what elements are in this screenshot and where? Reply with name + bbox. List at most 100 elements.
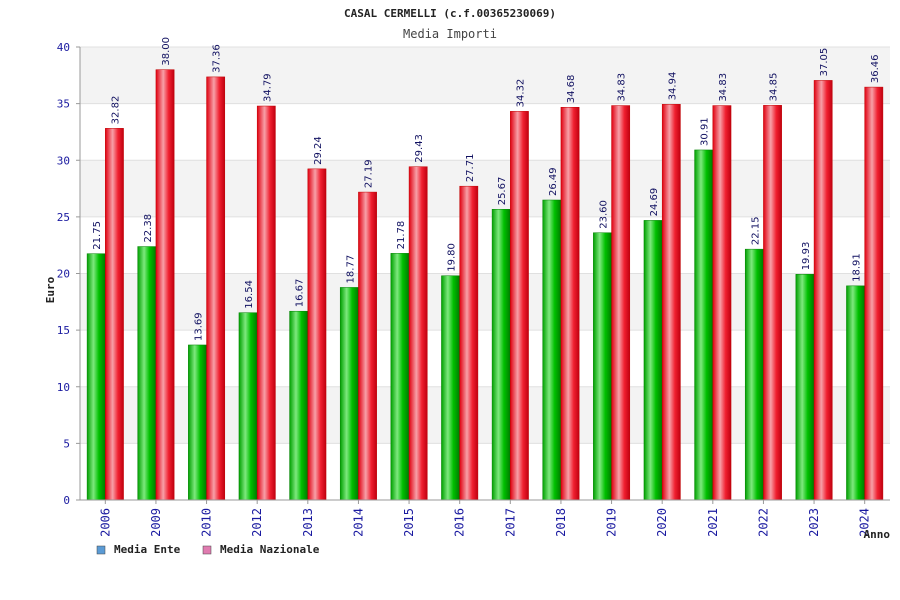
bar-media-ente (694, 149, 714, 501)
y-tick-label: 35 (57, 98, 70, 111)
value-label: 24.69 (649, 188, 660, 217)
bar-media-nazionale (155, 69, 175, 501)
bar-media-ente (238, 312, 258, 501)
bar-media-ente (339, 287, 359, 501)
x-tick-label: 2010 (200, 508, 214, 537)
bar-media-nazionale (661, 104, 681, 501)
x-axis-label: Anno (864, 528, 891, 541)
bar-media-ente (795, 274, 815, 501)
x-tick-label: 2023 (807, 508, 821, 537)
value-label: 23.60 (598, 200, 609, 229)
bar-media-nazionale (763, 105, 782, 501)
value-label: 27.71 (465, 154, 476, 183)
value-label: 34.32 (515, 79, 526, 108)
x-tick-label: 2006 (98, 508, 112, 537)
y-axis-ticks: 0 5 10 15 20 25 30 35 40 (57, 41, 80, 507)
y-axis-label: Euro (44, 276, 57, 303)
x-axis-ticks: 2006 2009 2010 2012 2013 2014 2015 2016 2017 2018… (98, 500, 872, 537)
value-label: 22.38 (143, 214, 154, 243)
x-tick-label: 2012 (250, 508, 264, 537)
value-label: 34.79 (262, 73, 273, 102)
legend: Media Ente Media Nazionale (96, 543, 320, 556)
x-tick-label: 2015 (402, 508, 416, 537)
legend-swatch-media-nazionale (202, 545, 212, 555)
value-label: 18.77 (345, 255, 356, 284)
bar-media-nazionale (206, 76, 226, 501)
legend-label-media-ente: Media Ente (114, 543, 181, 556)
y-tick-label: 25 (57, 211, 70, 224)
value-labels: 21.75 32.82 22.38 38.00 13.69 37.36 16.54 34.79… (92, 37, 881, 341)
value-label: 37.36 (212, 44, 223, 73)
value-label: 30.91 (700, 117, 711, 146)
bar-media-ente (744, 248, 764, 501)
x-tick-label: 2013 (301, 508, 315, 537)
value-label: 34.85 (769, 73, 780, 102)
bar-media-nazionale (712, 105, 732, 501)
y-tick-label: 5 (63, 437, 70, 450)
y-tick-label: 40 (57, 41, 70, 54)
bar-media-ente (289, 310, 309, 501)
value-label: 29.43 (414, 134, 425, 163)
value-label: 21.75 (92, 221, 103, 250)
bar-media-ente (542, 199, 562, 501)
value-label: 34.94 (667, 72, 678, 101)
bar-media-nazionale (105, 128, 124, 501)
y-tick-label: 15 (57, 324, 70, 337)
value-label: 13.69 (193, 312, 204, 341)
bar-media-ente (390, 253, 410, 501)
bar-media-nazionale (408, 166, 428, 501)
y-tick-label: 30 (57, 154, 70, 167)
bar-media-nazionale (307, 168, 327, 501)
bar-media-nazionale (813, 80, 833, 501)
bar-media-ente (593, 232, 612, 501)
bar-media-nazionale (358, 191, 377, 501)
x-tick-label: 2017 (503, 508, 517, 537)
bar-media-ente (441, 275, 460, 501)
legend-label-media-nazionale: Media Nazionale (220, 543, 320, 556)
y-tick-label: 10 (57, 381, 70, 394)
bars (86, 69, 884, 501)
x-tick-label: 2009 (149, 508, 163, 537)
bar-media-ente (188, 344, 207, 501)
chart-title: CASAL CERMELLI (c.f.00365230069) (344, 7, 556, 20)
value-label: 27.19 (364, 159, 375, 188)
value-label: 19.93 (801, 242, 812, 271)
legend-swatch-media-ente (96, 545, 106, 555)
value-label: 16.54 (244, 280, 255, 309)
value-label: 34.83 (718, 73, 729, 102)
value-label: 22.15 (750, 217, 761, 246)
value-label: 32.82 (110, 96, 121, 125)
value-label: 26.49 (548, 167, 559, 196)
bar-media-nazionale (611, 105, 631, 501)
bar-media-ente (846, 285, 865, 501)
x-tick-label: 2014 (351, 508, 365, 537)
value-label: 16.67 (295, 279, 306, 308)
value-label: 29.24 (313, 136, 324, 165)
x-tick-label: 2021 (706, 508, 720, 537)
bar-media-ente (137, 246, 157, 501)
y-tick-label: 20 (57, 268, 70, 281)
bar-media-nazionale (459, 185, 479, 501)
value-label: 34.83 (617, 73, 628, 102)
y-tick-label: 0 (63, 494, 70, 507)
value-label: 34.68 (566, 75, 577, 104)
x-tick-label: 2022 (756, 508, 770, 537)
value-label: 38.00 (161, 37, 172, 66)
chart-subtitle: Media Importi (403, 27, 497, 41)
x-tick-label: 2020 (655, 508, 669, 537)
value-label: 19.80 (447, 243, 458, 272)
bar-media-nazionale (560, 106, 580, 501)
bar-media-nazionale (864, 86, 884, 501)
bar-media-ente (86, 253, 106, 501)
bar-media-nazionale (256, 105, 276, 501)
value-label: 25.67 (497, 177, 508, 206)
bar-media-nazionale (510, 111, 529, 501)
x-tick-label: 2019 (605, 508, 619, 537)
bar-media-ente (491, 209, 511, 501)
value-label: 36.46 (870, 54, 881, 83)
bar-media-ente (643, 220, 663, 501)
x-tick-label: 2018 (554, 508, 568, 537)
value-label: 21.78 (396, 221, 407, 250)
x-tick-label: 2016 (453, 508, 467, 537)
